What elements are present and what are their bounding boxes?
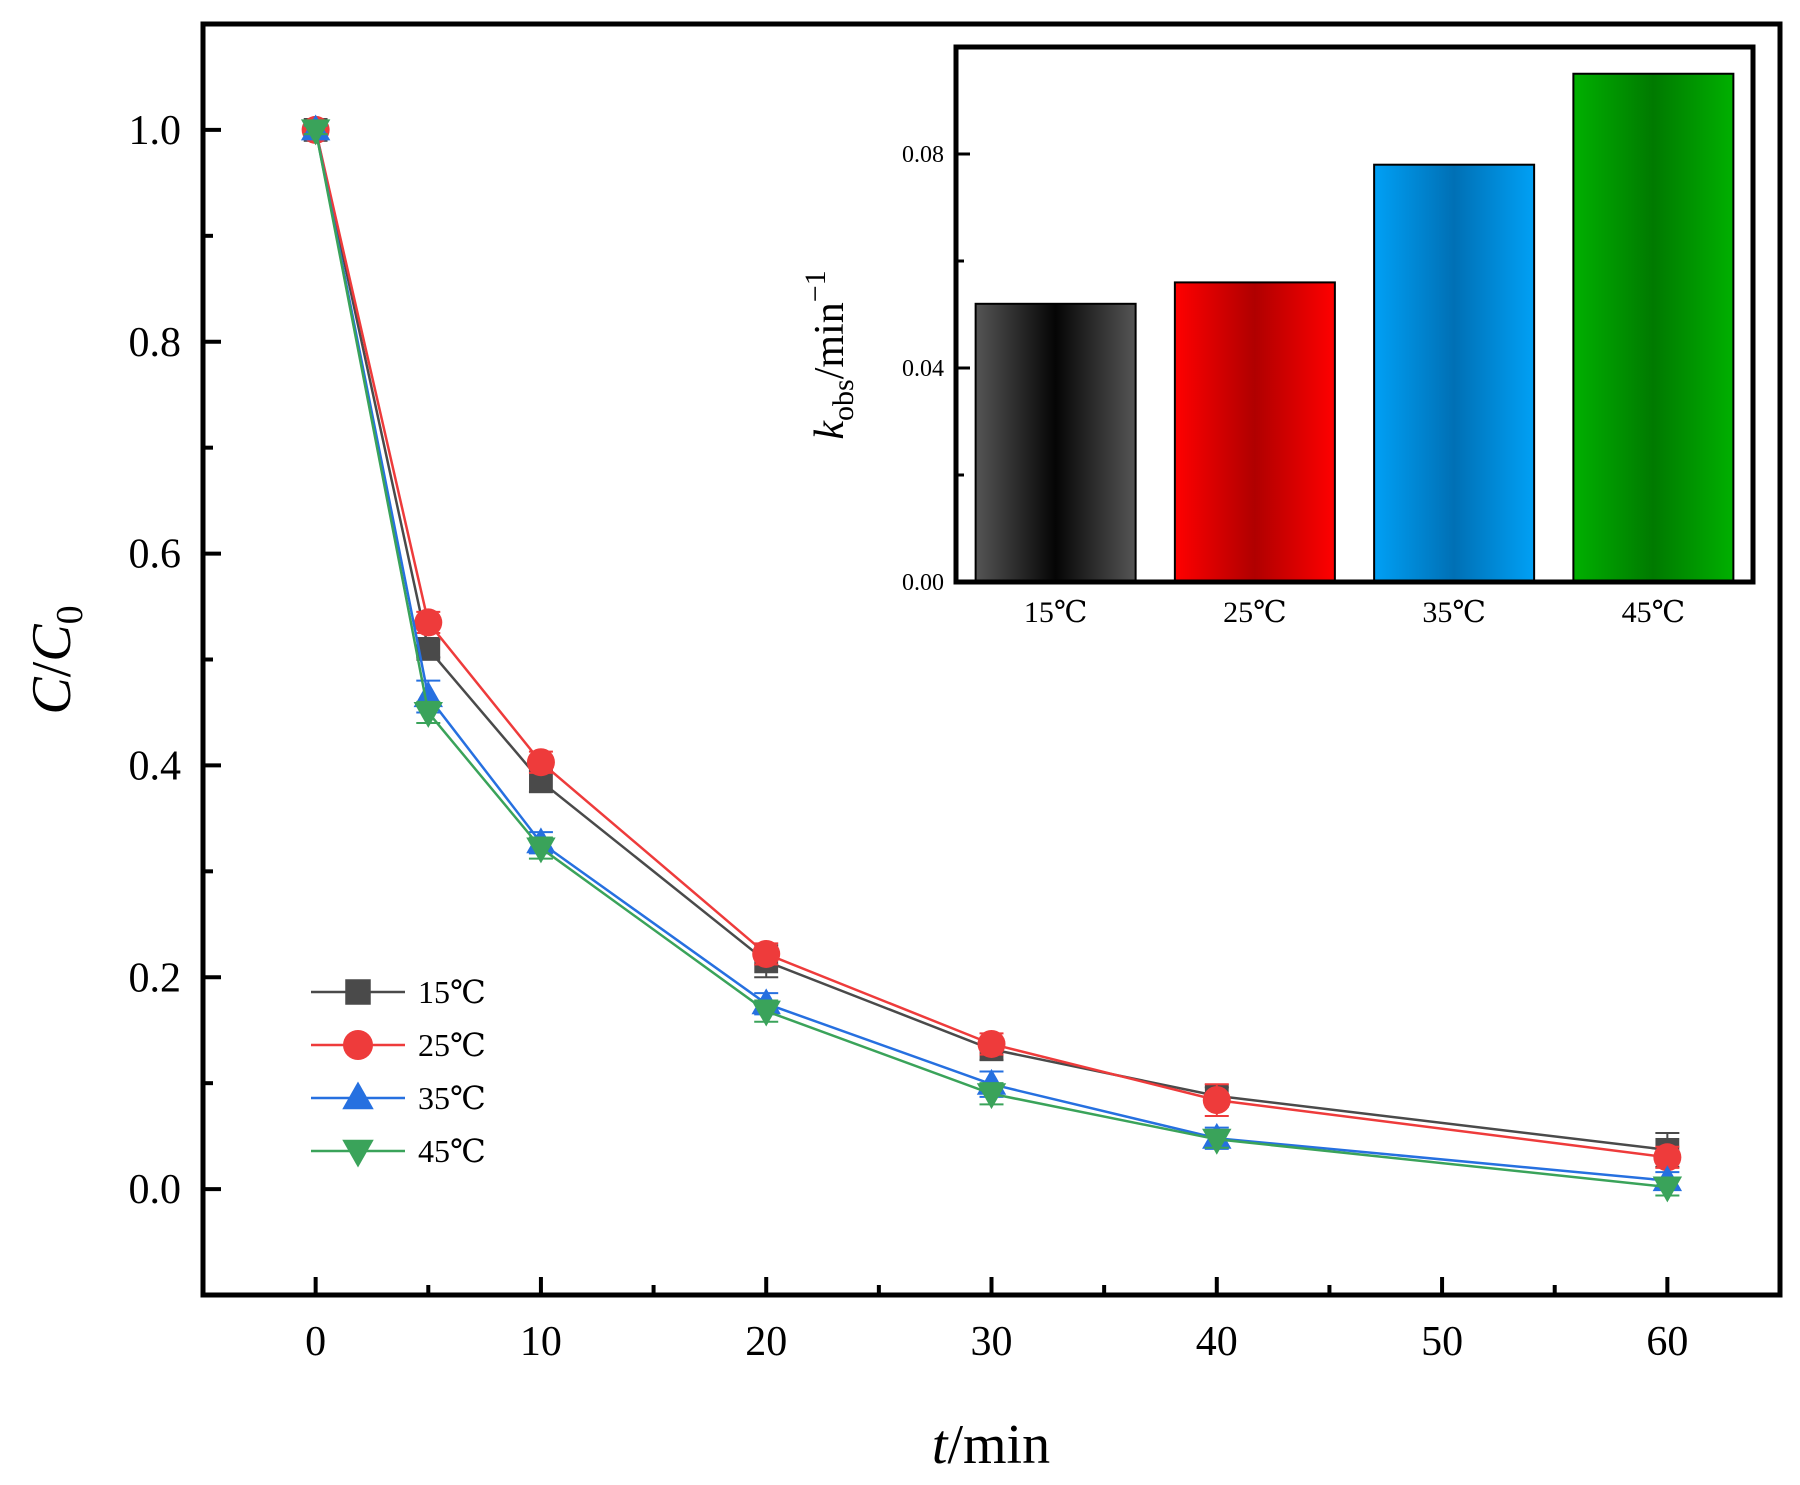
data-point [529,769,553,794]
legend-marker [342,1139,374,1168]
data-point [414,608,443,637]
y-tick-label: 0.2 [129,955,182,1001]
inset-y-axis-title: kobs/min−1 [799,270,860,439]
legend-label: 45℃ [418,1133,486,1169]
legend-label: 35℃ [418,1080,486,1116]
legend-marker [345,979,371,1005]
inset-category-label: 15℃ [1024,596,1088,629]
data-point [977,1029,1006,1058]
x-tick-label: 20 [745,1319,787,1365]
x-axis-title-unit: /min [947,1414,1050,1476]
legend-item: 45℃ [311,1133,486,1169]
y-axis-title-c0: C [21,624,83,662]
data-point [1652,1176,1683,1203]
legend-label: 25℃ [418,1027,486,1063]
x-tick-label: 0 [305,1319,326,1365]
y-axis-title: C/C0 [21,605,91,714]
y-tick-label: 0.0 [129,1167,182,1213]
inset-bar [974,302,1137,583]
data-point [976,1083,1007,1110]
data-point [413,681,443,708]
legend-label: 15℃ [418,974,486,1010]
inset-y-title-k: k [807,420,853,440]
inset-y-tick-label: 0.08 [902,142,944,168]
inset-y-tick-label: 0.04 [902,356,944,382]
y-tick-label: 0.8 [129,320,182,366]
inset-bars: 15℃ 25℃ 35℃ 45℃ [974,72,1735,629]
data-point [413,701,443,728]
x-tick-label: 10 [520,1319,562,1365]
inset-frame [953,44,1756,585]
main-ticks [203,127,1670,1295]
inset-bar [1373,163,1536,583]
y-axis-title-slash: / [21,661,83,677]
main-series [300,114,1683,1203]
data-point [416,637,441,661]
legend-marker [342,1081,374,1110]
inset-category-label: 35℃ [1422,596,1486,629]
legend-marker [343,1030,373,1060]
y-axis-title-c: C [21,677,83,715]
inset-bar [1572,72,1735,583]
data-point [752,939,781,968]
x-axis-title-italic: t [932,1414,949,1476]
series-3 [300,119,1683,1203]
inset-y-title-sup: −1 [799,270,832,302]
inset-ticks: 0.00 0.04 0.08 [902,142,970,596]
inset-category-label: 25℃ [1223,596,1287,629]
x-tick-label: 30 [971,1319,1013,1365]
x-axis-title: t/min [932,1414,1050,1476]
y-tick-label: 1.0 [129,108,182,154]
inset-category-label: 45℃ [1622,596,1686,629]
y-tick-label: 0.6 [129,532,182,578]
data-point [300,119,331,146]
legend: 15℃ 25℃ 35℃ 45℃ [311,974,486,1169]
inset-y-title-sub: obs [827,379,860,421]
y-tick-label: 0.4 [129,743,182,789]
inset-bar [1173,281,1336,583]
series-1 [301,115,1682,1172]
y-axis-title-sub: 0 [49,605,91,624]
legend-item: 25℃ [311,1027,486,1063]
data-point [1202,1086,1231,1115]
data-point [1202,1128,1232,1155]
data-point [526,837,556,864]
x-tick-label: 40 [1196,1319,1238,1365]
x-tick-label: 60 [1646,1319,1688,1365]
data-point [751,1000,781,1027]
legend-item: 15℃ [311,974,486,1010]
legend-item: 35℃ [311,1080,486,1116]
x-tick-label: 50 [1421,1319,1463,1365]
data-point [526,748,555,777]
inset-y-title-unit: /min [807,302,853,379]
inset-y-tick-label: 0.00 [902,570,944,596]
main-tick-labels: 0 10 20 30 40 50 60 0.0 0.2 0.4 0.6 0.8 1.0 [129,108,1689,1365]
data-point [1653,1143,1682,1172]
